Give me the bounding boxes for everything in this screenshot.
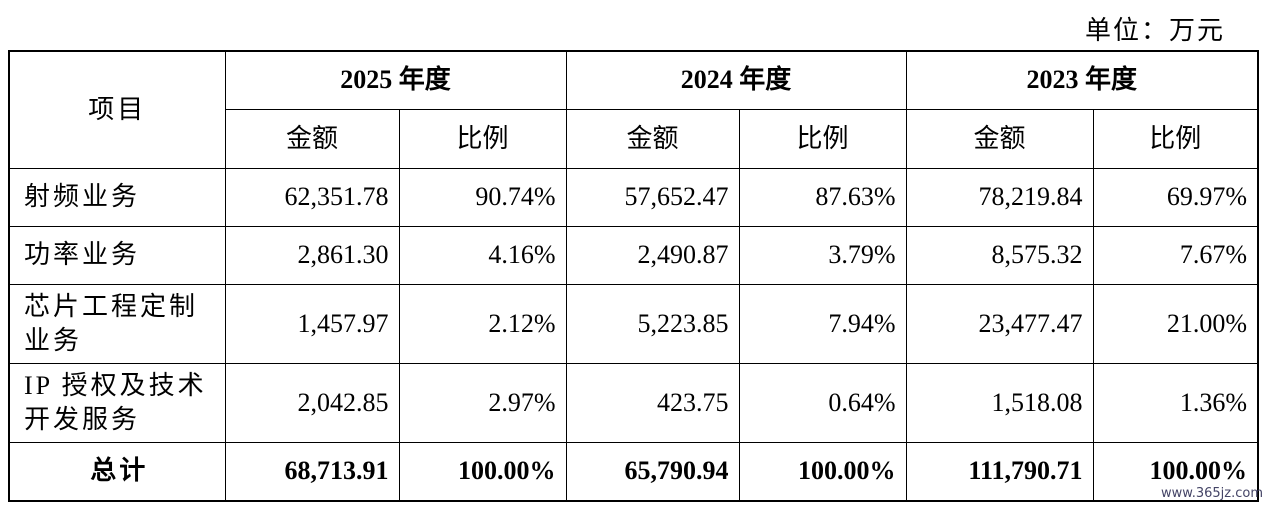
data-row: 功率业务 2,861.30 4.16% 2,490.87 3.79% 8,575.32 7.…	[8, 225, 1259, 285]
cell-value: 57,652.47	[565, 167, 740, 227]
row-label: IP 授权及技术 开发服务	[8, 362, 226, 443]
total-value: 68,713.91	[224, 441, 400, 502]
column-header: 比例	[738, 108, 907, 169]
column-header: 比例	[398, 108, 567, 169]
year-header: 2023 年度	[905, 50, 1259, 110]
cell-value: 2.97%	[398, 362, 567, 443]
revenue-table: 项目 2025 年度 2024 年度 2023 年度 金额 比例 金额 比例 金额 比例 射频业务 6…	[8, 50, 1260, 502]
cell-value: 2,490.87	[565, 225, 740, 285]
cell-value: 2,861.30	[224, 225, 400, 285]
cell-value: 5,223.85	[565, 283, 740, 364]
total-value: 100.00%	[1092, 441, 1259, 502]
column-header: 金额	[905, 108, 1094, 169]
header-row: 项目 2025 年度 2024 年度 2023 年度	[8, 50, 1259, 169]
year-header: 2024 年度	[565, 50, 907, 110]
cell-value: 69.97%	[1092, 167, 1259, 227]
cell-value: 0.64%	[738, 362, 907, 443]
cell-value: 87.63%	[738, 167, 907, 227]
watermark: www.365jz.com	[1161, 486, 1263, 501]
cell-value: 8,575.32	[905, 225, 1094, 285]
cell-value: 1.36%	[1092, 362, 1259, 443]
cell-value: 1,457.97	[224, 283, 400, 364]
cell-value: 21.00%	[1092, 283, 1259, 364]
row-label: 芯片工程定制 业务	[8, 283, 226, 364]
cell-value: 423.75	[565, 362, 740, 443]
total-value: 100.00%	[738, 441, 907, 502]
column-header: 金额	[565, 108, 740, 169]
row-label: 射频业务	[8, 167, 226, 227]
total-value: 65,790.94	[565, 441, 740, 502]
total-row: 总计 68,713.91 100.00% 65,790.94 100.00% 111,79…	[8, 441, 1259, 502]
total-label: 总计	[8, 441, 226, 502]
row-label: 功率业务	[8, 225, 226, 285]
cell-value: 23,477.47	[905, 283, 1094, 364]
total-value: 111,790.71	[905, 441, 1094, 502]
cell-value: 62,351.78	[224, 167, 400, 227]
unit-label: 单位：万元	[1084, 16, 1225, 45]
total-value: 100.00%	[398, 441, 567, 502]
cell-value: 2.12%	[398, 283, 567, 364]
cell-value: 1,518.08	[905, 362, 1094, 443]
year-header: 2025 年度	[224, 50, 567, 110]
cell-value: 2,042.85	[224, 362, 400, 443]
data-row: IP 授权及技术 开发服务 2,042.85 2.97% 423.75 0.64% 1,5…	[8, 362, 1259, 443]
cell-value: 4.16%	[398, 225, 567, 285]
corner-header: 项目	[8, 50, 226, 169]
data-row: 芯片工程定制 业务 1,457.97 2.12% 5,223.85 7.94% 23,47…	[8, 283, 1259, 364]
cell-value: 3.79%	[738, 225, 907, 285]
cell-value: 90.74%	[398, 167, 567, 227]
cell-value: 7.67%	[1092, 225, 1259, 285]
column-header: 金额	[224, 108, 400, 169]
data-row: 射频业务 62,351.78 90.74% 57,652.47 87.63% 78,219…	[8, 167, 1259, 227]
cell-value: 7.94%	[738, 283, 907, 364]
column-header: 比例	[1092, 108, 1259, 169]
table-body: 项目 2025 年度 2024 年度 2023 年度 金额 比例 金额 比例 金额 比例 射频业务 6…	[8, 50, 1259, 502]
cell-value: 78,219.84	[905, 167, 1094, 227]
